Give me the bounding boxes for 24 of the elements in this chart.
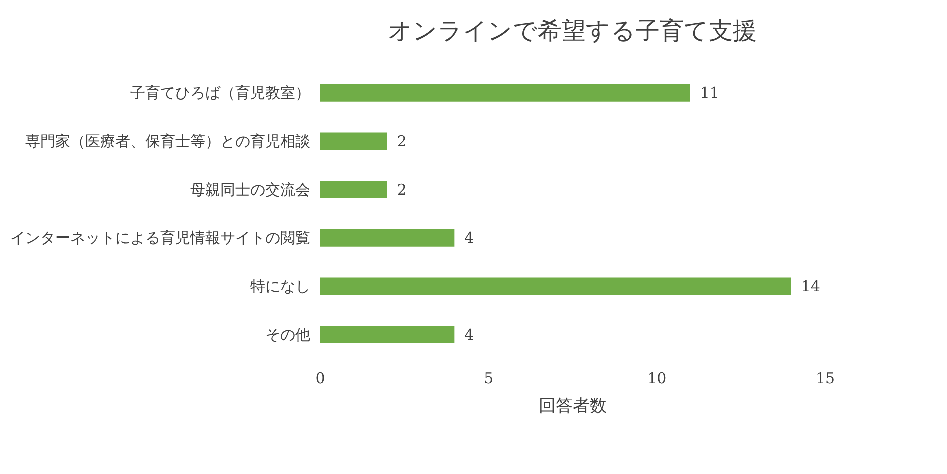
x-tick-label: 15: [816, 370, 836, 388]
chart-title: オンラインで希望する子育て支援: [388, 17, 757, 45]
bar: [320, 326, 455, 344]
x-tick-label: 0: [316, 370, 326, 388]
data-label: 4: [464, 326, 474, 344]
x-tick-label: 10: [648, 370, 667, 388]
y-tick-label: 特になし: [250, 278, 310, 296]
y-tick-label: 子育てひろば（育児教室）: [130, 84, 310, 102]
bar: [320, 181, 388, 199]
data-label: 2: [397, 132, 407, 150]
x-axis-title: 回答者数: [539, 396, 607, 416]
data-label: 14: [801, 278, 820, 296]
y-tick-label: 専門家（医療者、保育士等）との育児相談: [26, 132, 310, 150]
data-label: 11: [700, 84, 720, 102]
bar: [320, 229, 455, 247]
bar: [320, 132, 388, 150]
x-tick-label: 5: [484, 370, 494, 388]
data-label: 2: [397, 180, 407, 199]
y-tick-label: インターネットによる育児情報サイトの閲覧: [10, 229, 310, 248]
bar: [320, 278, 792, 296]
data-label: 4: [464, 229, 474, 248]
y-tick-label: 母親同士の交流会: [190, 180, 310, 199]
y-tick-label: その他: [266, 326, 310, 344]
bar: [320, 84, 690, 102]
